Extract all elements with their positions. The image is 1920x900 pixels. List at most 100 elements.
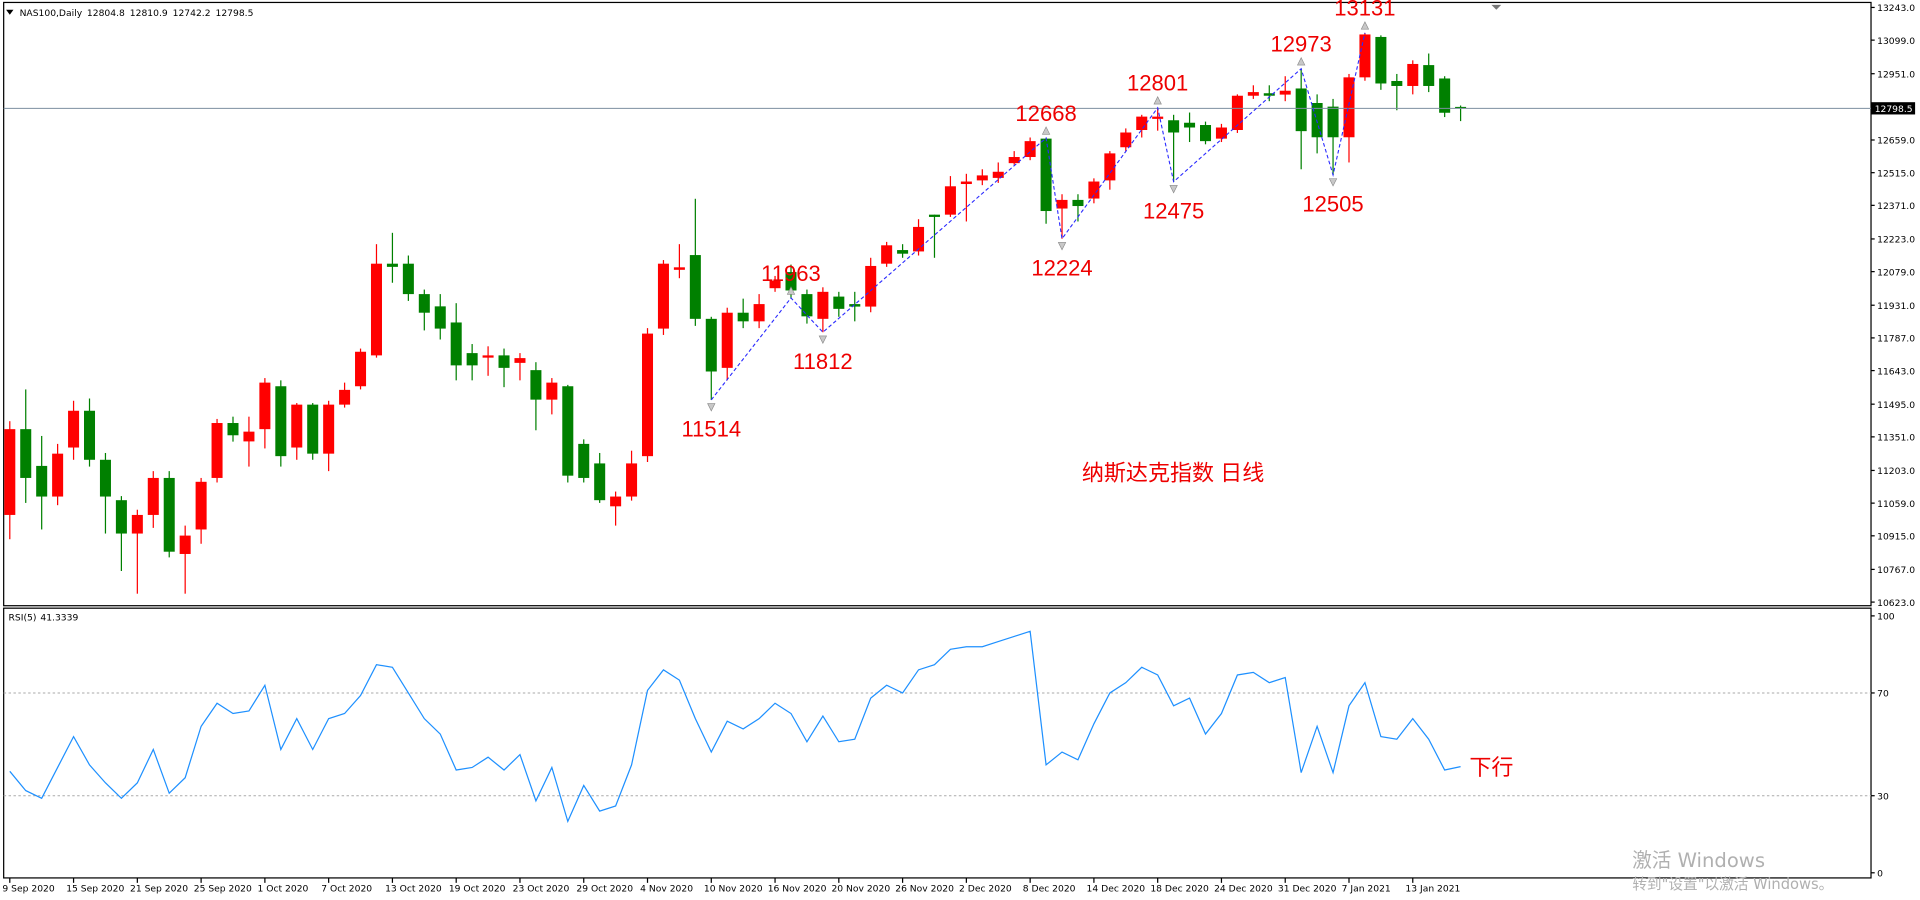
candle-body bbox=[1215, 127, 1227, 139]
candle-body bbox=[99, 459, 111, 497]
pivot-label: 12973 bbox=[1271, 32, 1332, 57]
candle-body bbox=[1024, 141, 1036, 158]
pivot-label: 11514 bbox=[681, 417, 741, 442]
candle-body bbox=[721, 312, 733, 368]
candle-body bbox=[402, 263, 414, 295]
candle-body bbox=[881, 245, 893, 264]
pivot-arrow bbox=[1041, 126, 1051, 135]
candle-body bbox=[530, 370, 542, 400]
rsi-title: RSI(5) bbox=[9, 612, 37, 623]
candle-body bbox=[1439, 78, 1451, 113]
candle-body bbox=[594, 463, 606, 501]
y-tick-label: 100 bbox=[1877, 612, 1895, 623]
watermark-subtitle: 转到"设置"以激活 Windows。 bbox=[1632, 876, 1833, 893]
candle-body bbox=[1263, 93, 1275, 96]
candle-body bbox=[275, 386, 287, 457]
ohlc-value: 12798.5 bbox=[216, 8, 254, 19]
x-tick-label: 1 Oct 2020 bbox=[258, 883, 309, 894]
x-tick-label: 18 Dec 2020 bbox=[1150, 883, 1209, 894]
candle-body bbox=[1120, 132, 1132, 148]
chart-annotation: 纳斯达克指数 日线 bbox=[1082, 461, 1264, 486]
candle-body bbox=[1391, 80, 1403, 86]
candle-body bbox=[1136, 116, 1148, 131]
y-tick-label: 13099.0 bbox=[1877, 36, 1915, 47]
candle-body bbox=[849, 304, 861, 307]
candle-body bbox=[1455, 106, 1467, 109]
x-tick-label: 26 Nov 2020 bbox=[895, 883, 954, 894]
pivot-label: 11963 bbox=[761, 261, 821, 286]
x-tick-label: 29 Oct 2020 bbox=[576, 883, 633, 894]
ohlc-value: 12742.2 bbox=[173, 8, 211, 19]
menu-arrow[interactable] bbox=[6, 9, 14, 15]
candle-body bbox=[928, 214, 940, 217]
candle-body bbox=[131, 514, 143, 534]
candle-body bbox=[1152, 116, 1164, 119]
rsi-line bbox=[9, 630, 1461, 824]
x-tick-label: 10 Nov 2020 bbox=[704, 883, 763, 894]
pivot-arrow bbox=[1360, 21, 1370, 30]
x-tick-label: 8 Dec 2020 bbox=[1023, 883, 1076, 894]
candle-body bbox=[307, 404, 319, 454]
y-tick-label: 11643.0 bbox=[1877, 366, 1915, 377]
y-tick-label: 11495.0 bbox=[1877, 400, 1915, 411]
candle-body bbox=[1056, 199, 1068, 209]
candle-body bbox=[115, 500, 127, 534]
candle-body bbox=[817, 291, 829, 319]
y-tick-label: 10767.0 bbox=[1877, 565, 1915, 576]
candle-body bbox=[1168, 120, 1180, 133]
candle-body bbox=[1327, 106, 1339, 138]
candle-body bbox=[944, 186, 956, 215]
pivot-label: 12801 bbox=[1127, 71, 1188, 96]
y-tick-label: 10915.0 bbox=[1877, 531, 1915, 542]
candle-body bbox=[657, 263, 669, 329]
candle-body bbox=[689, 255, 701, 319]
watermark-title: 激活 Windows bbox=[1632, 849, 1765, 872]
x-tick-label: 24 Dec 2020 bbox=[1214, 883, 1273, 894]
y-tick-label: 11787.0 bbox=[1877, 334, 1915, 345]
x-tick-label: 15 Sep 2020 bbox=[66, 883, 124, 894]
candle-body bbox=[801, 294, 813, 317]
candle-body bbox=[147, 477, 159, 515]
candle-body bbox=[833, 296, 845, 309]
y-tick-label: 11351.0 bbox=[1877, 433, 1915, 444]
candle-body bbox=[355, 351, 367, 387]
y-tick-label: 11931.0 bbox=[1877, 301, 1915, 312]
x-tick-label: 25 Sep 2020 bbox=[194, 883, 252, 894]
candle-body bbox=[291, 404, 303, 448]
candle-body bbox=[466, 353, 478, 366]
pivot-arrow bbox=[1328, 178, 1338, 187]
x-tick-label: 21 Sep 2020 bbox=[130, 883, 188, 894]
x-tick-label: 9 Sep 2020 bbox=[2, 883, 54, 894]
candle-body bbox=[642, 333, 654, 457]
symbol-label: NAS100,Daily bbox=[20, 8, 83, 19]
y-tick-label: 12659.0 bbox=[1877, 136, 1915, 147]
pivot-label: 12505 bbox=[1302, 192, 1363, 217]
pivot-arrow bbox=[818, 335, 828, 344]
x-tick-label: 16 Nov 2020 bbox=[768, 883, 827, 894]
candle-body bbox=[1231, 95, 1243, 131]
y-tick-label: 11059.0 bbox=[1877, 499, 1915, 510]
rsi-panel bbox=[3, 607, 1872, 879]
y-tick-label: 11203.0 bbox=[1877, 466, 1915, 477]
y-tick-label: 12371.0 bbox=[1877, 201, 1915, 212]
ohlc-value: 12804.8 bbox=[87, 8, 125, 19]
pivot-label: 12224 bbox=[1031, 255, 1092, 280]
x-tick-label: 14 Dec 2020 bbox=[1087, 883, 1146, 894]
candle-body bbox=[737, 312, 749, 322]
x-tick-label: 13 Jan 2021 bbox=[1405, 883, 1460, 894]
y-tick-label: 12079.0 bbox=[1877, 267, 1915, 278]
candle-body bbox=[1423, 65, 1435, 86]
y-tick-label: 13243.0 bbox=[1877, 3, 1915, 14]
pivot-label: 12668 bbox=[1015, 101, 1076, 126]
candle-body bbox=[84, 410, 96, 460]
pivot-arrow bbox=[786, 286, 796, 295]
x-tick-label: 31 Dec 2020 bbox=[1278, 883, 1337, 894]
candle-body bbox=[243, 431, 255, 442]
candle-body bbox=[1072, 199, 1084, 207]
pivot-arrow bbox=[707, 403, 716, 412]
pivot-label: 11812 bbox=[793, 349, 853, 374]
y-tick-label: 12223.0 bbox=[1877, 235, 1915, 246]
candle-body bbox=[1343, 77, 1355, 138]
